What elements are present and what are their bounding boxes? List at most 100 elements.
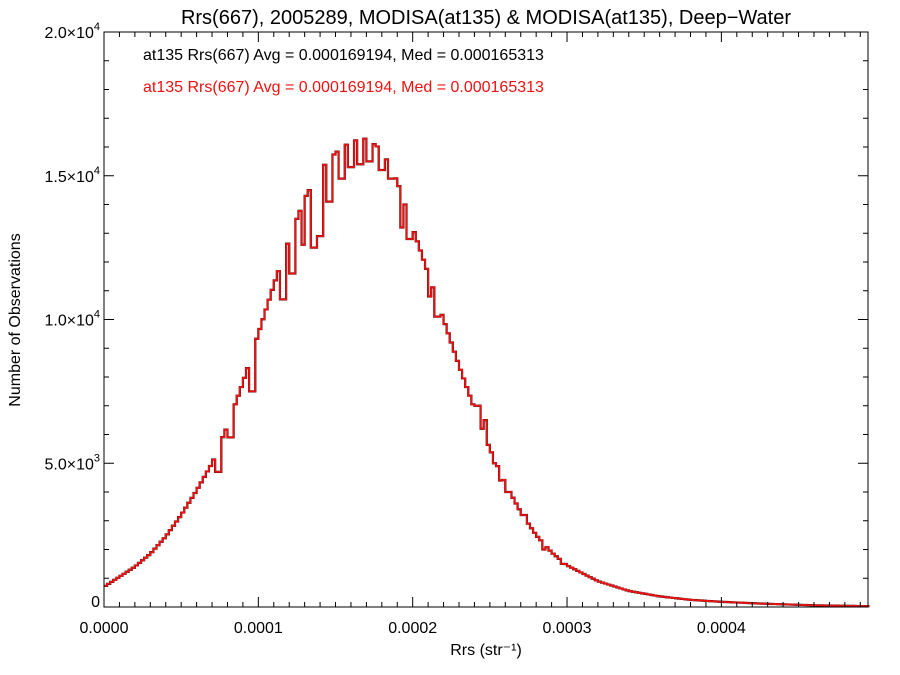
legend: at135 Rrs(667) Avg = 0.000169194, Med = … xyxy=(143,47,544,96)
series-1-bin xyxy=(518,509,521,607)
series-1-bin xyxy=(437,317,440,607)
series-1-bin xyxy=(647,594,650,607)
series-0-bin xyxy=(369,161,372,607)
series-1-bin xyxy=(135,565,138,607)
series-1-bin xyxy=(465,387,468,607)
series-1-bin xyxy=(425,269,428,607)
series-0-bin xyxy=(397,186,400,607)
series-0-bin xyxy=(490,452,493,607)
series-0-bin xyxy=(292,274,295,608)
series-0-bin xyxy=(187,503,190,607)
series-1-bin xyxy=(505,492,508,607)
series-0-bin xyxy=(258,329,261,607)
series-0-bin xyxy=(570,568,573,607)
series-0-bin xyxy=(453,352,456,607)
series-0-bin xyxy=(314,248,317,607)
series-0-bin xyxy=(190,498,193,607)
series-1-bin xyxy=(163,538,166,607)
series-0-bin xyxy=(623,589,626,607)
series-1-bin xyxy=(277,271,280,607)
series-0-bin xyxy=(376,146,379,607)
series-1-bin xyxy=(635,592,638,607)
series-0-bin xyxy=(178,517,181,607)
series-0-bin xyxy=(524,515,527,607)
series-0-bin xyxy=(169,530,172,607)
series-1-bin xyxy=(487,445,490,607)
series-0-bin xyxy=(410,239,413,607)
series-1-bin xyxy=(107,584,110,607)
series-1-bin xyxy=(416,241,419,607)
series-1-bin xyxy=(650,595,653,607)
series-0-bin xyxy=(339,179,342,607)
series-0-bin xyxy=(237,396,240,607)
series-1-bin xyxy=(607,585,610,607)
series-1-bin xyxy=(126,572,129,607)
series-0-bin xyxy=(215,472,218,607)
series-1-bin xyxy=(422,260,425,607)
series-0-bin xyxy=(302,245,305,607)
series-1-bin xyxy=(305,196,308,607)
series-1-outline xyxy=(104,137,870,608)
series-0-bin xyxy=(141,560,144,607)
series-0-bin xyxy=(576,571,579,607)
series-0-bin xyxy=(113,580,116,607)
series-0-bin xyxy=(153,549,156,607)
series-0-bin xyxy=(209,466,212,607)
series-0-bin xyxy=(295,219,298,607)
series-1-bin xyxy=(271,290,274,607)
series-0-bin xyxy=(246,368,249,607)
series-0-bin xyxy=(499,481,502,608)
series-1-bin xyxy=(515,504,518,608)
series-1-bin xyxy=(249,391,252,607)
series-1-bin xyxy=(160,542,163,607)
series-0-bin xyxy=(206,471,209,607)
y-tick-label: 0 xyxy=(91,594,100,611)
series-0-bin xyxy=(342,179,345,607)
x-tick-label: 0.0004 xyxy=(697,620,746,637)
legend-entry-2: at135 Rrs(667) Avg = 0.000169194, Med = … xyxy=(143,79,544,96)
series-1-bin xyxy=(240,387,243,607)
series-1-bin xyxy=(258,329,261,607)
series-1-bin xyxy=(314,248,317,607)
series-1-bin xyxy=(295,219,298,607)
series-1-bin xyxy=(172,526,175,607)
series-1-bin xyxy=(153,549,156,607)
series-1-bin xyxy=(231,437,234,607)
series-1-bin xyxy=(545,547,548,607)
series-1-bin xyxy=(373,144,376,607)
series-0-bin xyxy=(181,513,184,607)
series-0-bin xyxy=(126,572,129,607)
series-1-bin xyxy=(311,248,314,607)
series-0-bin xyxy=(592,579,595,607)
series-1-bin xyxy=(555,556,558,607)
series-1-bin xyxy=(573,569,576,607)
series-1-bin xyxy=(391,179,394,607)
series-0-bin xyxy=(459,370,462,607)
series-1-bin xyxy=(110,582,113,607)
series-0-bin xyxy=(478,406,481,607)
series-1-bin xyxy=(589,577,592,607)
series-0-bin xyxy=(224,430,227,607)
series-0-bin xyxy=(172,526,175,607)
series-0-bin xyxy=(650,595,653,607)
series-0-bin xyxy=(138,563,141,607)
series-0-bin xyxy=(317,236,320,607)
series-0-bin xyxy=(336,152,339,607)
series-0-bin xyxy=(360,164,363,607)
series-0-bin xyxy=(163,538,166,607)
series-0-bin xyxy=(586,576,589,607)
series-1-bin xyxy=(308,190,311,607)
series-1-bin xyxy=(320,236,323,607)
series-0-bin xyxy=(450,343,453,608)
series-0-bin xyxy=(166,534,169,607)
x-tick-label: 0.0002 xyxy=(388,620,437,637)
series-1-bin xyxy=(434,317,437,607)
series-0-bin xyxy=(243,378,246,607)
series-1-bin xyxy=(342,179,345,607)
series-1-bin xyxy=(620,588,623,607)
series-1-bin xyxy=(326,202,329,607)
series-0-bin xyxy=(638,593,641,607)
series-1-bin xyxy=(329,202,332,607)
series-0-bin xyxy=(123,574,126,607)
series-0-bin xyxy=(326,202,329,607)
